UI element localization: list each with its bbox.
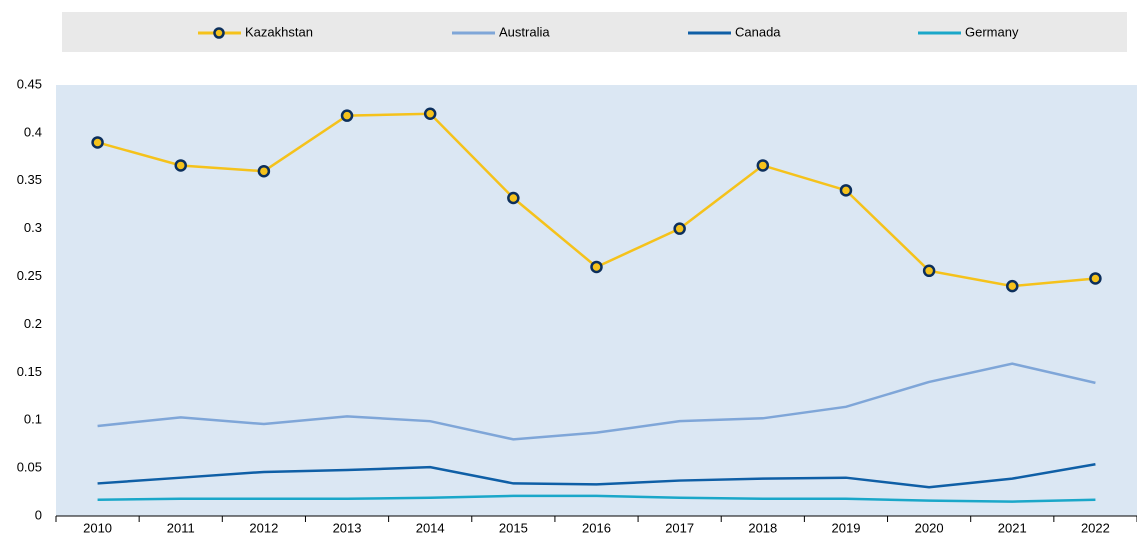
- legend-label: Germany: [965, 24, 1019, 39]
- x-tick-label: 2018: [748, 520, 777, 535]
- x-tick-label: 2012: [249, 520, 278, 535]
- plot-area: [56, 85, 1137, 516]
- data-point: [340, 109, 354, 122]
- series-line: [97, 463, 1096, 489]
- data-point: [423, 107, 437, 120]
- y-tick-label: 0.25: [17, 268, 42, 283]
- legend-marker: [213, 27, 225, 39]
- x-tick-label: 2020: [915, 520, 944, 535]
- x-tick-label: 2021: [998, 520, 1027, 535]
- data-point: [673, 222, 686, 235]
- data-point: [91, 136, 104, 149]
- x-tick-label: 2019: [832, 520, 861, 535]
- x-tick-label: 2010: [83, 520, 112, 535]
- x-tick-label: 2014: [416, 520, 445, 535]
- data-point: [507, 191, 520, 205]
- y-tick-label: 0.2: [24, 316, 42, 331]
- data-point: [756, 159, 770, 172]
- data-point: [257, 164, 271, 178]
- x-tick-label: 2022: [1081, 520, 1110, 535]
- series-line: [97, 494, 1096, 503]
- y-tick-label: 0.3: [24, 220, 42, 235]
- y-tick-label: 0.1: [24, 412, 42, 427]
- y-tick-label: 0.05: [17, 460, 42, 475]
- data-point: [1006, 279, 1019, 293]
- legend-label: Kazakhstan: [245, 24, 313, 39]
- x-tick-label: 2015: [499, 520, 528, 535]
- y-tick-label: 0.35: [17, 172, 42, 187]
- x-tick-label: 2013: [333, 520, 362, 535]
- y-tick-label: 0.15: [17, 364, 42, 379]
- series-line: [97, 362, 1096, 441]
- legend-label: Australia: [499, 24, 550, 39]
- y-tick-label: 0: [35, 507, 42, 522]
- data-point: [590, 260, 603, 274]
- data-point: [1089, 272, 1102, 285]
- x-tick-label: 2011: [167, 520, 195, 535]
- y-tick-label: 0.45: [17, 76, 42, 91]
- y-tick-label: 0.4: [24, 124, 42, 139]
- data-point: [174, 159, 187, 172]
- x-tick-label: 2017: [665, 520, 694, 535]
- data-point: [839, 184, 853, 197]
- data-point: [922, 264, 936, 278]
- legend-label: Canada: [735, 24, 781, 39]
- x-tick-label: 2016: [582, 520, 611, 535]
